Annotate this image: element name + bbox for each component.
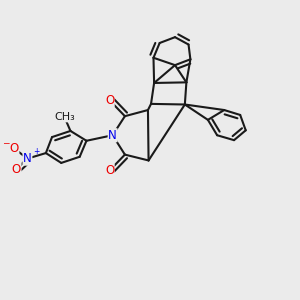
Text: N: N: [108, 129, 117, 142]
Text: N: N: [23, 152, 32, 165]
Text: +: +: [33, 147, 39, 156]
Text: O: O: [105, 94, 114, 107]
Text: O: O: [10, 142, 19, 155]
Text: O: O: [105, 164, 114, 177]
Text: CH₃: CH₃: [54, 112, 75, 122]
Text: −: −: [2, 138, 9, 147]
Text: O: O: [12, 163, 21, 176]
